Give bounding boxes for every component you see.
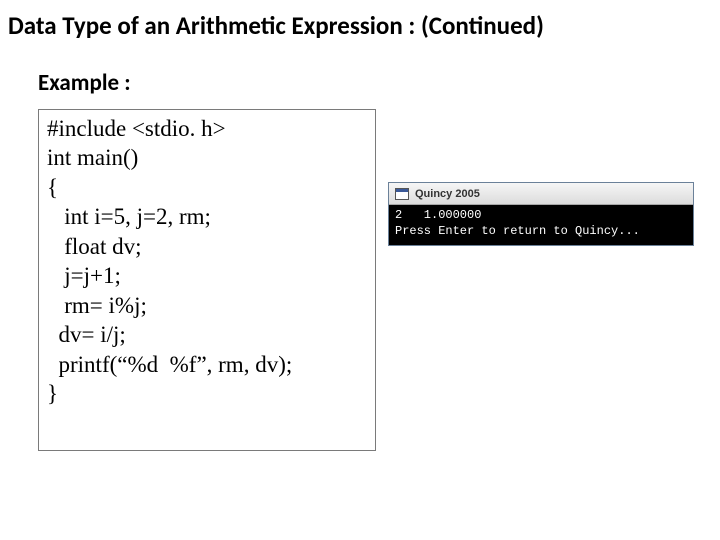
code-line: printf(“%d %f”, rm, dv); <box>47 350 367 379</box>
console-window: Quincy 2005 2 1.000000 Press Enter to re… <box>388 182 694 246</box>
app-icon <box>395 188 409 200</box>
console-body: 2 1.000000 Press Enter to return to Quin… <box>389 205 693 245</box>
code-box: #include <stdio. h> int main() { int i=5… <box>38 109 376 451</box>
console-line: Press Enter to return to Quincy... <box>395 224 640 238</box>
code-line: int i=5, j=2, rm; <box>47 202 367 231</box>
console-line: 2 1.000000 <box>395 208 481 222</box>
code-line: } <box>47 379 367 408</box>
console-titlebar: Quincy 2005 <box>389 183 693 205</box>
code-line: int main() <box>47 143 367 172</box>
code-line: rm= i%j; <box>47 291 367 320</box>
code-line: j=j+1; <box>47 261 367 290</box>
code-line: float dv; <box>47 232 367 261</box>
page-title: Data Type of an Arithmetic Expression : … <box>0 0 720 41</box>
code-line: #include <stdio. h> <box>47 114 367 143</box>
code-line: dv= i/j; <box>47 320 367 349</box>
console-title: Quincy 2005 <box>415 188 480 200</box>
code-line: { <box>47 173 367 202</box>
example-label: Example : <box>38 69 720 97</box>
